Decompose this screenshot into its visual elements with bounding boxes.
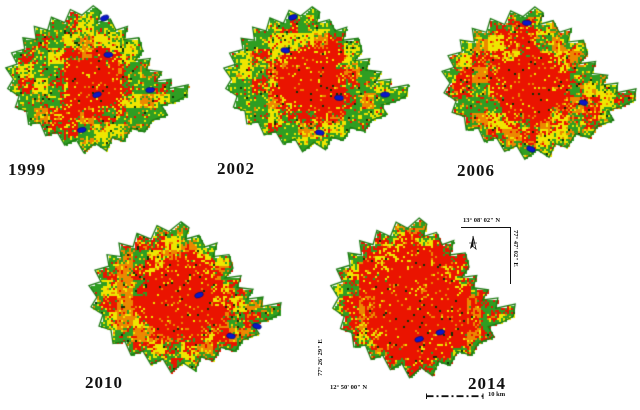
map-panel-2002 <box>220 3 412 161</box>
latitude-label-bottom: 12° 50' 00" N <box>330 384 368 391</box>
map-panel-2010 <box>85 218 285 382</box>
landcover-map-canvas-2006 <box>438 3 640 169</box>
graticule-line-top <box>461 227 511 228</box>
longitude-label-right: 77° 47' 02" E <box>512 230 519 267</box>
year-label-2014: 2014 <box>468 374 506 393</box>
scale-bar-label: 10 km <box>488 391 506 398</box>
longitude-label-left: 77° 26' 29" E <box>317 339 324 376</box>
latitude-label-top: 13° 08' 02" N <box>463 217 501 224</box>
landcover-map-canvas-2002 <box>220 3 412 161</box>
year-label-2002: 2002 <box>217 159 255 178</box>
landcover-map-canvas-2014 <box>327 214 519 388</box>
year-label-2010: 2010 <box>85 373 123 392</box>
map-panel-1999 <box>2 2 192 162</box>
map-panel-2014 <box>327 214 519 388</box>
graticule-line-right <box>510 227 511 284</box>
landcover-map-canvas-2010 <box>85 218 285 382</box>
year-label-2006: 2006 <box>457 161 495 180</box>
north-arrow-icon <box>469 235 477 251</box>
scale-bar <box>426 393 484 399</box>
landcover-map-canvas-1999 <box>2 2 192 162</box>
year-label-1999: 1999 <box>8 160 46 179</box>
map-panel-2006 <box>438 3 640 169</box>
